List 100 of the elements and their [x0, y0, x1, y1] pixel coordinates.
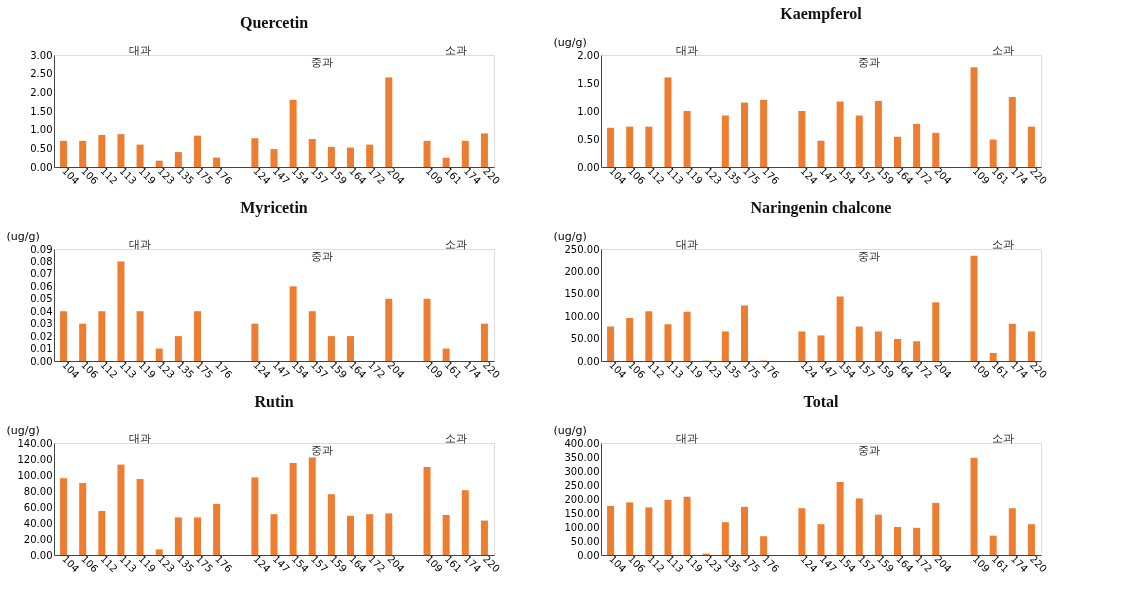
- bar: [989, 535, 997, 555]
- bar: [60, 478, 68, 555]
- bar: [347, 147, 355, 167]
- bar: [79, 323, 87, 361]
- chart-title: Rutin: [254, 393, 294, 410]
- x-tick-label: 124: [798, 359, 820, 381]
- y-tick-label: 300.00: [564, 465, 600, 477]
- y-tick-label: 0.06: [30, 280, 53, 292]
- bar: [385, 77, 393, 167]
- x-tick-label: 124: [798, 553, 820, 575]
- x-tick-label: 104: [60, 553, 82, 575]
- x-tick-label: 123: [155, 553, 177, 575]
- x-tick-label: 161: [442, 553, 464, 575]
- bar: [894, 527, 902, 555]
- y-tick-label: 1.50: [577, 77, 600, 89]
- annotation: 중과: [857, 250, 880, 263]
- bar: [193, 517, 201, 555]
- annotation: 대과: [676, 44, 699, 57]
- annotation: 소과: [444, 44, 467, 57]
- bar: [60, 311, 68, 361]
- annotation: 소과: [991, 432, 1014, 445]
- x-tick-label: 112: [98, 553, 120, 575]
- bar: [98, 511, 106, 555]
- chart-title: Quercetin: [239, 14, 309, 31]
- bar: [645, 507, 653, 555]
- bar: [970, 67, 978, 167]
- x-tick-label: 113: [117, 359, 139, 381]
- x-tick-label: 123: [702, 553, 724, 575]
- y-tick-label: 20.00: [23, 533, 53, 545]
- x-tick-label: 176: [213, 165, 235, 187]
- bar: [385, 513, 393, 555]
- annotation: 소과: [991, 44, 1014, 57]
- bar: [798, 331, 806, 361]
- x-tick-label: 104: [60, 359, 82, 381]
- bar: [721, 115, 729, 167]
- x-tick-label: 124: [251, 553, 273, 575]
- x-tick-label: 157: [855, 165, 877, 187]
- x-tick-label: 123: [702, 359, 724, 381]
- y-tick-label: 0.05: [30, 293, 53, 305]
- y-tick-label: 50.00: [570, 333, 600, 345]
- bar: [855, 498, 863, 555]
- y-tick-label: 0.01: [30, 343, 53, 355]
- x-tick-label: 154: [836, 165, 858, 187]
- bar: [664, 324, 672, 361]
- x-tick-label: 172: [913, 553, 935, 575]
- bar: [480, 133, 488, 167]
- bar: [136, 144, 144, 167]
- x-tick-label: 104: [60, 165, 82, 187]
- annotation: 중과: [310, 56, 333, 69]
- bar: [626, 126, 634, 167]
- bar: [894, 339, 902, 361]
- x-tick-label: 204: [932, 553, 954, 575]
- bar: [213, 503, 221, 555]
- y-tick-label: 1.50: [30, 105, 53, 117]
- bar: [913, 341, 921, 361]
- bar: [932, 132, 940, 167]
- bar: [932, 302, 940, 361]
- bar: [423, 140, 431, 167]
- y-tick-label: 2.00: [30, 86, 53, 98]
- bar: [664, 77, 672, 167]
- bar: [645, 311, 653, 361]
- x-tick-label: 157: [308, 165, 330, 187]
- chart-title: Naringenin chalcone: [750, 199, 892, 217]
- bar: [174, 517, 182, 555]
- x-tick-label: 172: [366, 359, 388, 381]
- x-tick-label: 161: [989, 359, 1011, 381]
- bar: [461, 490, 469, 555]
- x-tick-label: 154: [836, 359, 858, 381]
- x-tick-label: 161: [442, 165, 464, 187]
- bar: [855, 115, 863, 167]
- bar: [442, 515, 450, 555]
- x-tick-label: 119: [683, 359, 705, 381]
- y-tick-label: 250.00: [564, 243, 600, 255]
- x-tick-label: 106: [626, 165, 648, 187]
- bar: [193, 311, 201, 361]
- bar: [1027, 331, 1035, 361]
- bar: [913, 527, 921, 555]
- x-tick-label: 204: [932, 359, 954, 381]
- bar: [645, 126, 653, 167]
- y-tick-label: 200.00: [564, 493, 600, 505]
- bar: [626, 502, 634, 555]
- x-tick-label: 119: [136, 553, 158, 575]
- bar: [193, 135, 201, 167]
- y-tick-label: 350.00: [564, 451, 600, 463]
- x-tick-label: 112: [98, 165, 120, 187]
- bar: [480, 520, 488, 555]
- bar: [664, 499, 672, 555]
- bar: [385, 298, 393, 361]
- bar: [79, 483, 87, 555]
- y-axis-title: (ug/g): [6, 423, 40, 437]
- annotation: 중과: [310, 250, 333, 263]
- x-tick-label: 161: [989, 553, 1011, 575]
- bar: [874, 100, 882, 167]
- annotation: 대과: [129, 44, 152, 57]
- bar: [1027, 126, 1035, 167]
- x-tick-label: 119: [136, 359, 158, 381]
- x-tick-label: 106: [626, 359, 648, 381]
- bar: [251, 323, 259, 361]
- bar: [136, 479, 144, 555]
- bar: [798, 111, 806, 167]
